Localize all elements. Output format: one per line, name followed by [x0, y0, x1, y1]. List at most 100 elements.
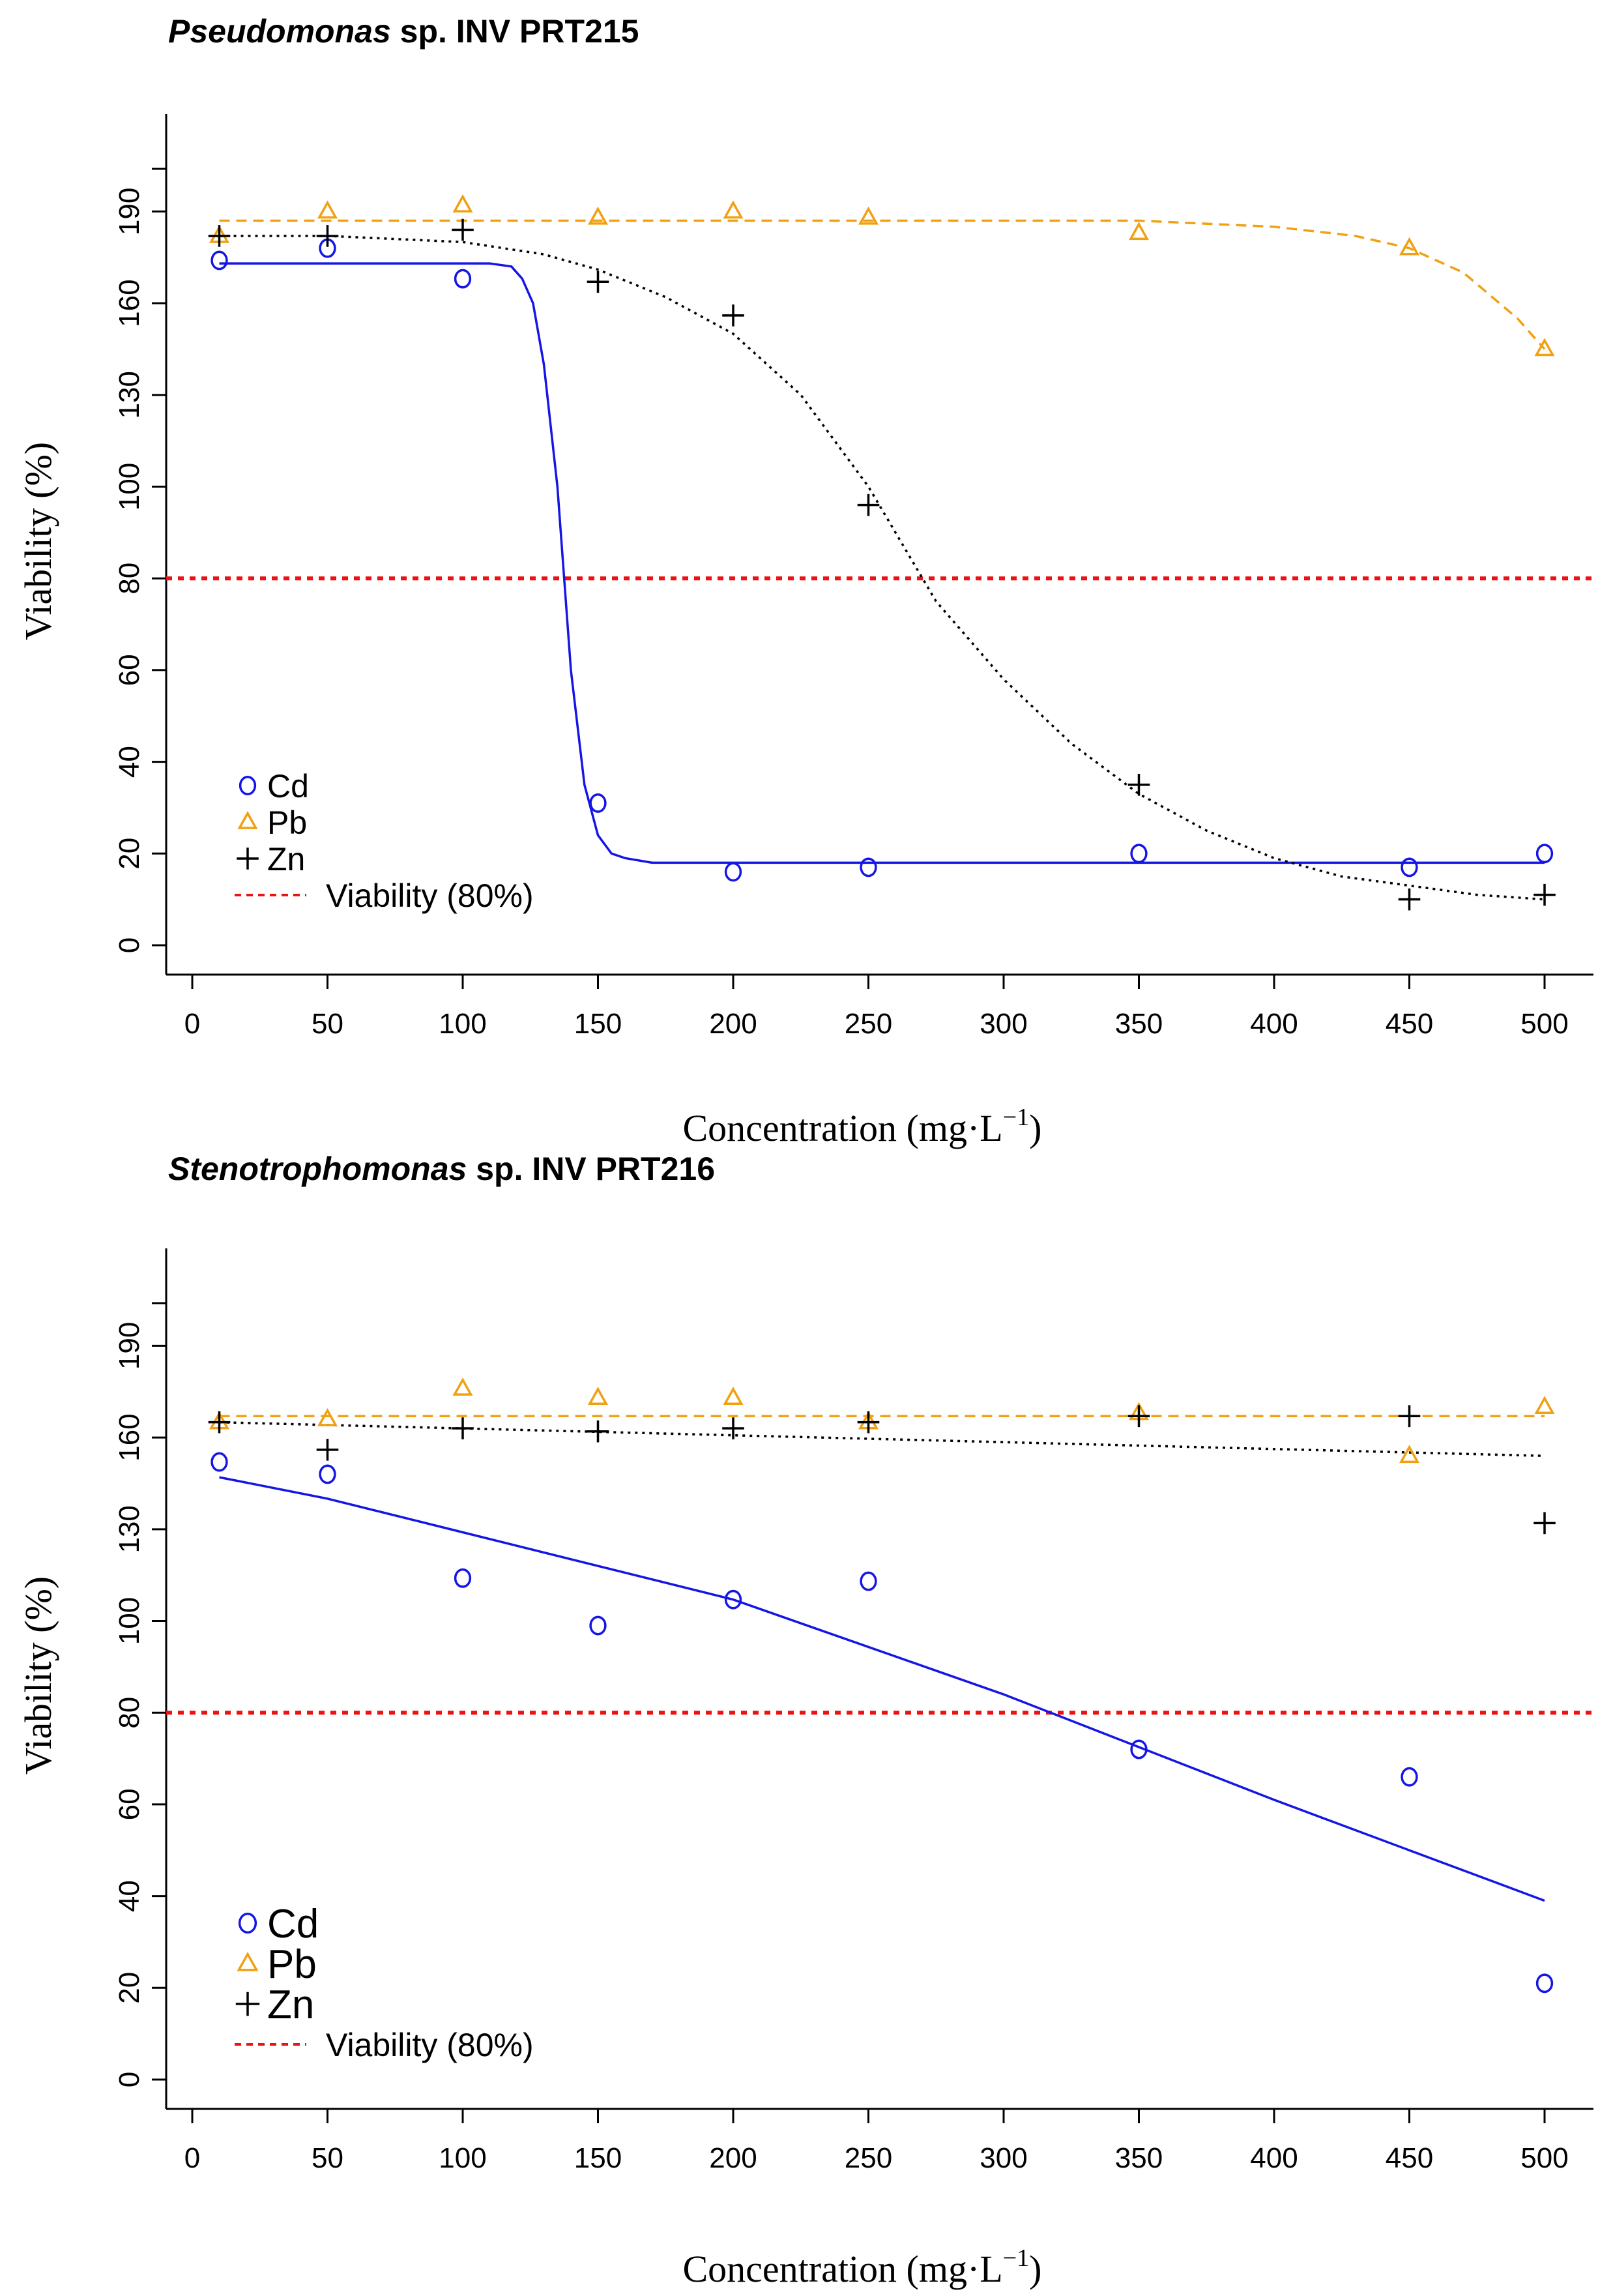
data-point-cd: [1401, 1767, 1418, 1787]
chart-panel-pseudomonas: Pseudomonas sp. INV PRT215 0 20 40 60 80 100 1…: [17, 13, 1593, 1149]
x-axis-label-close: ): [1029, 2248, 1041, 2290]
x-tick-label: 200: [709, 2142, 757, 2174]
x-tick-label: 350: [1115, 1008, 1163, 1040]
data-point-cd: [1130, 1739, 1148, 1759]
y-tick-label: 190: [113, 188, 145, 235]
chart-title: Pseudomonas sp. INV PRT215: [168, 13, 639, 50]
legend-marker-pb: [237, 1951, 259, 1971]
data-point-pb: [317, 1407, 338, 1426]
x-tick-label: 150: [574, 2142, 622, 2174]
fit-curve-cd: [219, 262, 1545, 864]
y-tick-label: 130: [113, 1505, 145, 1553]
fit-curve-cd: [219, 1476, 1545, 1902]
x-tick-label: 400: [1250, 1008, 1298, 1040]
x-axis-label-sup: −1: [1003, 2244, 1029, 2272]
chart-title-genus: Stenotrophomonas: [168, 1151, 467, 1187]
data-point-zn: [587, 1420, 609, 1443]
legend-label-zn: Zn: [267, 841, 305, 877]
data-point-zn: [316, 1439, 339, 1461]
data-point-zn: [452, 218, 474, 241]
x-tick-label: 200: [709, 1008, 757, 1040]
y-axis-label: Viability (%): [17, 442, 59, 640]
data-point-cd: [1535, 1973, 1554, 1994]
y-tick-label: 40: [113, 1880, 145, 1912]
data-point-pb: [452, 194, 473, 213]
data-point-cd: [1535, 844, 1554, 864]
y-tick-label: 60: [113, 654, 145, 686]
data-point-cd: [454, 269, 472, 289]
plot-area: 0 20 40 60 80 100 130 160 190 0 50 100 150 200 250 300 3…: [113, 114, 1593, 1040]
x-tick-label: 250: [845, 1008, 892, 1040]
x-tick-label: 150: [574, 1008, 622, 1040]
y-tick-label: 100: [113, 1597, 145, 1645]
x-tick-label: 100: [439, 2142, 486, 2174]
y-tick-label: 130: [113, 371, 145, 419]
data-point-zn: [1533, 1512, 1556, 1535]
x-tick-label: 500: [1520, 1008, 1568, 1040]
x-axis-label-sup: −1: [1003, 1104, 1029, 1131]
y-tick-label: 160: [113, 1413, 145, 1461]
x-axis-label-text: Concentration (mg·L: [682, 2248, 1002, 2290]
data-point-cd: [454, 1568, 472, 1588]
data-point-zn: [1398, 1405, 1421, 1428]
data-point-zn: [452, 1417, 474, 1439]
data-point-zn: [208, 1411, 231, 1434]
data-point-cd: [211, 250, 228, 271]
fit-curve-zn: [219, 1420, 1545, 1458]
legend-label-pb: Pb: [267, 804, 307, 841]
x-axis-label-close: ): [1029, 1107, 1041, 1149]
x-tick-label: 300: [980, 1008, 1027, 1040]
legend-label-cd: Cd: [267, 768, 309, 804]
legend-marker-cd: [238, 1912, 257, 1934]
legend-marker-zn: [235, 1992, 260, 2016]
legend-label-zn: Zn: [267, 1982, 314, 2027]
y-tick-label: 60: [113, 1788, 145, 1820]
data-point-zn: [857, 1411, 880, 1434]
fit-curve-zn: [219, 235, 1545, 901]
data-point-pb: [452, 1377, 473, 1396]
chart-title-strain: sp. INV PRT216: [467, 1151, 715, 1187]
data-point-zn: [1127, 773, 1150, 796]
y-tick-label: 160: [113, 279, 145, 327]
data-point-pb: [1534, 338, 1555, 357]
y-tick-label: 80: [113, 563, 145, 595]
legend-marker-pb: [237, 811, 258, 829]
plot-area: 0 20 40 60 80 100 130 160 190 0 50 100 150 200 250 300 3…: [113, 1248, 1593, 2174]
data-point-zn: [722, 304, 744, 327]
x-axis-label: Concentration (mg·L−1): [682, 1104, 1041, 1149]
legend-marker-cd: [239, 776, 257, 795]
x-tick-label: 0: [184, 1008, 200, 1040]
y-tick-label: 0: [113, 2072, 145, 2087]
y-tick-label: 40: [113, 746, 145, 778]
legend-label-reference: Viability (80%): [326, 2027, 534, 2063]
data-point-cd: [724, 1589, 742, 1610]
legend-label-cd: Cd: [267, 1902, 319, 1947]
data-point-pb: [587, 206, 609, 225]
data-point-pb: [317, 200, 338, 219]
chart-title: Stenotrophomonas sp. INV PRT216: [168, 1151, 715, 1187]
chart-title-genus: Pseudomonas: [168, 13, 391, 50]
data-point-cd: [860, 1571, 877, 1591]
data-point-cd: [724, 862, 742, 882]
legend-label-reference: Viability (80%): [326, 877, 534, 914]
data-point-zn: [1533, 883, 1556, 906]
chart-panel-stenotrophomonas: Stenotrophomonas sp. INV PRT216 0 20 40 60 8…: [17, 1151, 1593, 2290]
data-point-cd: [319, 1464, 336, 1484]
x-tick-label: 100: [439, 1008, 486, 1040]
data-point-cd: [1401, 857, 1418, 877]
chart-title-strain: sp. INV PRT215: [391, 13, 639, 50]
data-point-pb: [858, 206, 879, 225]
data-point-pb: [1534, 1396, 1555, 1415]
data-point-zn: [1127, 1405, 1150, 1428]
fit-curve-pb: [219, 219, 1546, 350]
y-tick-label: 0: [113, 937, 145, 953]
data-point-zn: [1398, 888, 1421, 911]
legend-marker-zn: [237, 847, 259, 870]
y-tick-label: 20: [113, 1972, 145, 2004]
y-axis-label: Viability (%): [17, 1576, 59, 1774]
x-axis-label: Concentration (mg·L−1): [682, 2244, 1041, 2290]
y-tick-label: 20: [113, 838, 145, 870]
